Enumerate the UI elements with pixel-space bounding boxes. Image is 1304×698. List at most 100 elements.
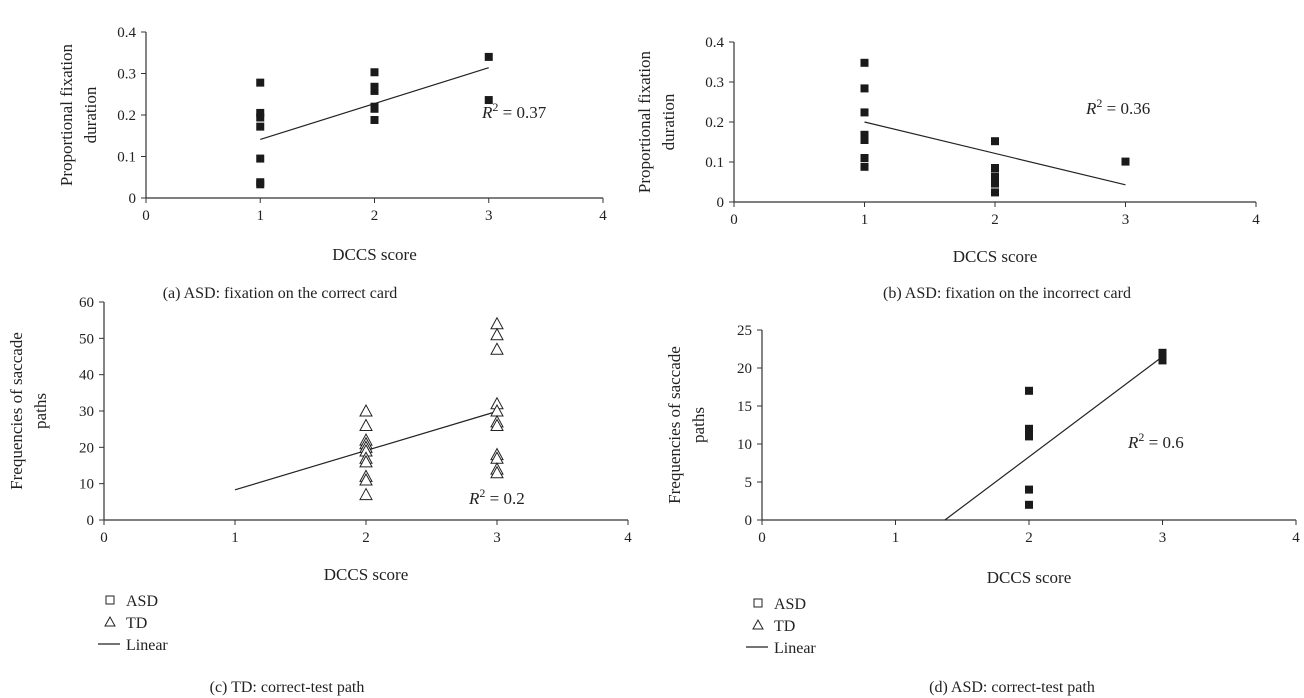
legend-label: ASD <box>126 593 158 610</box>
data-point <box>359 472 373 486</box>
r-squared-superscript: 2 <box>492 100 498 114</box>
r-squared-label: R2 = 0.37 <box>481 100 547 122</box>
y-tick-label: 30 <box>79 404 94 420</box>
data-point <box>490 327 504 341</box>
x-tick-label: 0 <box>730 212 738 228</box>
y-axis-label: Proportional fixation <box>635 50 654 193</box>
r-squared-value: = 0.37 <box>498 103 546 122</box>
y-tick-label: 0.4 <box>705 35 724 51</box>
data-point <box>991 172 999 181</box>
legend-label: TD <box>126 615 147 632</box>
y-axis-label: Frequencies of saccade <box>665 346 684 504</box>
y-tick-label: 0.3 <box>705 75 724 91</box>
data-point <box>860 130 869 139</box>
y-tick-label: 0 <box>745 513 753 529</box>
data-point <box>359 403 373 417</box>
x-axis-label: DCCS score <box>332 245 417 264</box>
y-axis-label: Frequencies of saccade <box>7 332 26 490</box>
trendline <box>944 356 1163 521</box>
legend: ASD TD Linear <box>746 596 816 657</box>
x-tick-label: 2 <box>1025 530 1033 546</box>
data-point <box>484 96 493 105</box>
data-point <box>490 418 504 432</box>
y-axis-label: duration <box>659 93 678 150</box>
y-tick-label: 0 <box>717 195 725 211</box>
data-point <box>991 179 999 188</box>
data-point <box>1121 157 1130 166</box>
data-point <box>370 115 379 124</box>
r-squared-superscript: 2 <box>1096 96 1102 110</box>
r-squared-label: R2 = 0.36 <box>1085 96 1150 118</box>
x-tick-label: 1 <box>861 212 869 228</box>
data-point <box>370 68 379 77</box>
y-tick-label: 60 <box>79 295 94 311</box>
x-tick-label: 3 <box>485 208 493 224</box>
data-point <box>1025 485 1033 494</box>
data-point <box>256 113 265 122</box>
data-point <box>256 78 265 87</box>
x-tick-label: 0 <box>758 530 766 546</box>
legend-label: TD <box>774 618 795 635</box>
trendline <box>864 121 1126 186</box>
x-tick-label: 2 <box>371 208 379 224</box>
x-tick-label: 1 <box>892 530 900 546</box>
panel-caption: (d) ASD: correct-test path <box>929 679 1095 696</box>
r-squared-label: R2 = 0.2 <box>468 486 525 508</box>
data-point <box>256 108 265 117</box>
data-point <box>860 154 869 162</box>
legend: ASD TD Linear <box>98 593 168 654</box>
legend-triangle-icon <box>104 615 116 627</box>
data-point <box>991 137 999 146</box>
y-tick-label: 0 <box>129 191 137 207</box>
x-tick-label: 1 <box>257 208 265 224</box>
data-point <box>991 164 999 172</box>
data-point <box>256 122 265 131</box>
x-tick-label: 1 <box>231 530 239 546</box>
data-point <box>860 108 869 117</box>
r-squared-symbol: R <box>1127 433 1139 452</box>
x-tick-label: 3 <box>1159 530 1167 546</box>
r-squared-superscript: 2 <box>479 486 485 500</box>
r-squared-superscript: 2 <box>1138 430 1144 444</box>
r-squared-value: = 0.2 <box>485 489 524 508</box>
panel-caption: (c) TD: correct-test path <box>210 679 365 696</box>
x-tick-label: 0 <box>142 208 150 224</box>
x-tick-label: 2 <box>362 530 370 546</box>
y-tick-label: 0.3 <box>117 67 136 83</box>
data-point <box>359 454 373 468</box>
legend-square-icon <box>105 595 115 605</box>
data-point <box>1025 432 1033 441</box>
data-point <box>370 86 379 95</box>
data-point <box>484 52 493 61</box>
y-tick-label: 10 <box>79 477 94 493</box>
x-tick-label: 3 <box>493 530 501 546</box>
chart-panel-a: 0 1 2 3 4 0 0.1 0.2 0.3 0.4 DCCS score Proportional… <box>57 25 607 302</box>
legend-label: ASD <box>774 596 806 613</box>
data-point <box>370 104 379 113</box>
x-tick-label: 3 <box>1122 212 1130 228</box>
data-point <box>1025 424 1033 433</box>
data-point <box>490 316 504 330</box>
y-tick-label: 0.4 <box>117 25 136 41</box>
y-tick-label: 0.1 <box>705 155 724 171</box>
data-point <box>490 342 504 355</box>
data-point <box>860 136 869 144</box>
y-axis-label: Proportional fixation <box>57 43 76 186</box>
data-point <box>860 162 869 171</box>
x-tick-label: 4 <box>624 530 632 546</box>
x-tick-label: 0 <box>100 530 108 546</box>
data-point <box>256 180 265 189</box>
data-point <box>991 188 999 197</box>
y-tick-label: 0.2 <box>705 115 724 131</box>
y-tick-label: 20 <box>79 440 94 456</box>
panel-caption: (a) ASD: fixation on the correct card <box>163 285 398 302</box>
data-point <box>370 82 379 91</box>
r-squared-value: = 0.36 <box>1102 99 1150 118</box>
legend-triangle-icon <box>752 618 764 630</box>
legend-label: Linear <box>774 640 816 657</box>
y-tick-label: 25 <box>737 323 752 339</box>
y-tick-label: 50 <box>79 331 94 347</box>
data-point <box>1025 500 1033 509</box>
chart-panel-b: 0 1 2 3 4 0 0.1 0.2 0.3 0.4 DCCS score Proportional… <box>635 35 1260 302</box>
